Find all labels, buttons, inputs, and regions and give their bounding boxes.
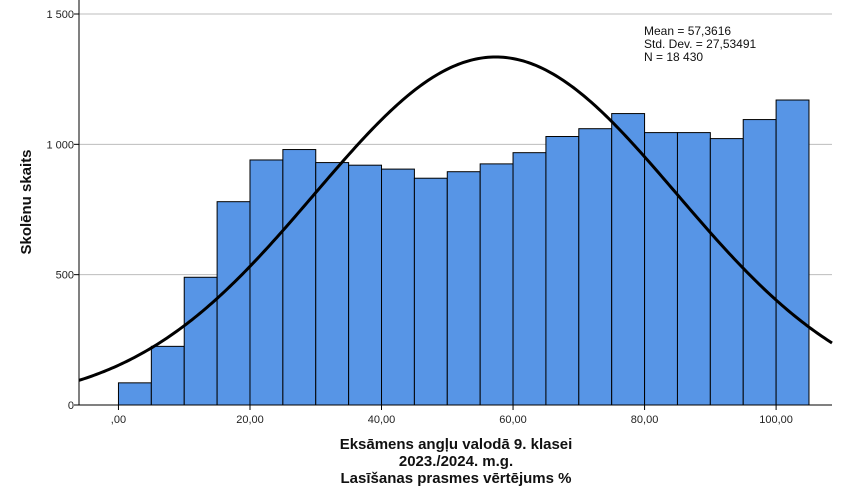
histogram-bar: [446, 171, 481, 406]
histogram-bar: [512, 152, 547, 406]
histogram-bar: [742, 119, 777, 406]
x-axis-title-line-3: Lasīšanas prasmes vērtējums %: [341, 470, 572, 487]
histogram-bar: [709, 138, 744, 406]
histogram-bar: [479, 163, 514, 406]
stats-std-dev: Std. Dev. = 27,53491: [644, 37, 757, 51]
histogram-bar: [578, 128, 613, 406]
histogram-bar: [775, 99, 810, 406]
stats-n: N = 18 430: [644, 50, 703, 64]
x-tick-label: 40,00: [368, 414, 396, 426]
histogram-bar: [183, 276, 218, 406]
x-axis-title-line-1: Eksāmens angļu valodā 9. klasei: [340, 436, 573, 453]
histogram-bar: [545, 136, 580, 406]
histogram-bar: [611, 113, 646, 406]
tick-labels: 0 500 1 000 1 500 ,00 20,00 40,00 60,00 80,00 100…: [46, 9, 792, 426]
histogram-bar: [381, 168, 415, 406]
histogram-bar: [315, 162, 350, 406]
normal-curve-layer: [78, 55, 833, 382]
x-tick-label: ,00: [111, 414, 126, 426]
histogram-bar: [413, 177, 448, 406]
x-tick-label: 60,00: [499, 414, 527, 426]
y-axis-title: Skolēnu skaits: [18, 149, 35, 254]
stats-mean: Mean = 57,3616: [644, 24, 731, 38]
histogram-bar: [282, 149, 317, 406]
histogram-bar: [216, 201, 251, 406]
histogram-bar: [150, 345, 185, 406]
normal-curve: [78, 55, 833, 382]
histogram-bars: [117, 99, 810, 406]
y-tick-label: 0: [68, 400, 74, 412]
histogram-bar: [676, 132, 711, 406]
y-tick-label: 1 500: [46, 9, 74, 21]
y-tick-label: 1 000: [46, 139, 74, 151]
y-tick-label: 500: [56, 270, 74, 282]
histogram-bar: [644, 132, 678, 406]
histogram-bar: [117, 382, 152, 406]
axes: [78, 0, 832, 406]
x-axis-title-line-2: 2023./2024. m.g.: [399, 453, 513, 470]
x-tick-label: 100,00: [759, 414, 793, 426]
x-tick-label: 80,00: [631, 414, 659, 426]
histogram-bar: [348, 164, 383, 406]
histogram-bar: [249, 159, 284, 406]
x-tick-label: 20,00: [236, 414, 264, 426]
